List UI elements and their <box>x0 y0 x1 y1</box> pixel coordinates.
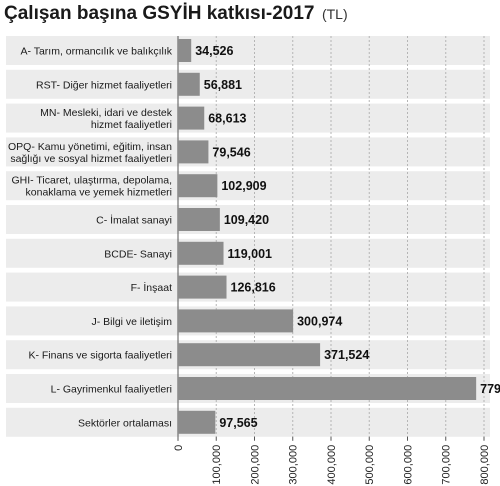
value-label: 68,613 <box>208 112 246 126</box>
bar <box>178 208 220 231</box>
value-label: 300,974 <box>297 314 342 328</box>
value-label: 119,001 <box>228 247 273 261</box>
category-label: J- Bilgi ve iletişim <box>91 316 172 328</box>
row-panel <box>6 36 490 65</box>
chart-title: Çalışan başına GSYİH katkısı-2017 <box>4 3 315 24</box>
x-tick-label: 600,000 <box>403 445 415 485</box>
bar <box>178 72 200 96</box>
value-label: 34,526 <box>195 44 233 58</box>
value-label: 79,546 <box>212 145 250 159</box>
row-panel <box>6 103 490 133</box>
row-panel <box>6 69 490 99</box>
row-panel <box>6 238 490 268</box>
category-label: K- Finans ve sigorta faaliyetleri <box>28 350 172 362</box>
category-label: RST- Diğer hizmet faaliyetleri <box>36 79 172 91</box>
x-tick-label: 700,000 <box>441 445 453 485</box>
bar <box>178 309 294 333</box>
value-label: 102,909 <box>221 179 266 193</box>
row-panel <box>6 205 490 234</box>
category-label: sağlığı ve sosyal hizmet faaliyetleri <box>10 153 172 165</box>
bar <box>178 275 227 299</box>
bar <box>178 39 192 62</box>
category-label: hizmet faaliyetleri <box>91 119 172 131</box>
chart-title-block: Çalışan başına GSYİH katkısı-2017 (TL) <box>4 3 348 25</box>
value-label: 779,526 <box>480 382 500 396</box>
value-label: 109,420 <box>224 213 269 227</box>
x-tick-label: 500,000 <box>364 445 376 485</box>
x-tick-label: 100,000 <box>211 445 223 485</box>
category-label: konaklama ve yemek hizmetleri <box>26 187 172 199</box>
value-label: 126,816 <box>231 281 276 295</box>
row-panel <box>6 272 490 302</box>
value-label: 371,524 <box>324 348 369 362</box>
bar <box>178 140 209 164</box>
value-label: 56,881 <box>204 78 242 92</box>
category-label: F- İnşaat <box>131 281 173 294</box>
row-panel <box>6 171 490 201</box>
x-tick-label: 800,000 <box>479 445 491 485</box>
row-panel <box>6 137 490 167</box>
value-label: 97,565 <box>219 416 257 430</box>
category-label: C- İmalat sanayi <box>96 214 172 227</box>
x-tick-label: 300,000 <box>288 445 300 485</box>
category-label: L- Gayrimenkul faaliyetleri <box>51 384 172 396</box>
category-label: A- Tarım, ormancılık ve balıkçılık <box>20 46 172 58</box>
category-label: Sektörler ortalaması <box>78 417 172 429</box>
bar <box>178 241 224 265</box>
bar <box>178 174 218 198</box>
x-tick-label: 200,000 <box>250 445 262 485</box>
category-label: OPQ- Kamu yönetimi, eğitim, insan <box>8 141 172 153</box>
category-label: GHI- Ticaret, ulaştırma, depolama, <box>12 175 172 187</box>
bar <box>178 377 477 400</box>
chart-unit: (TL) <box>321 6 348 22</box>
category-label: MN- Mesleki, idari ve destek <box>40 107 173 119</box>
x-tick-label: 0 <box>173 445 185 451</box>
x-tick-label: 400,000 <box>326 445 338 485</box>
row-panel <box>6 407 490 437</box>
category-label: BCDE- Sanayi <box>104 248 172 260</box>
bar <box>178 343 321 367</box>
bar <box>178 106 205 130</box>
bar <box>178 410 216 434</box>
